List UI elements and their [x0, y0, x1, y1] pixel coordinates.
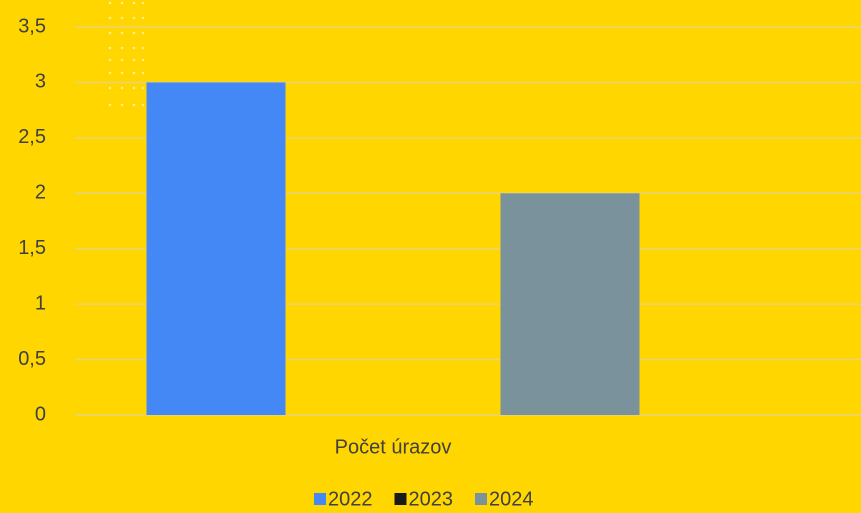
y-tick-label: 0,5	[18, 348, 46, 370]
legend-swatch	[475, 493, 487, 505]
y-tick-label: 1,5	[18, 237, 46, 259]
y-tick-label: 2	[35, 182, 46, 204]
y-tick-label: 1	[35, 292, 46, 314]
y-tick-label: 2,5	[18, 126, 46, 148]
legend-swatch	[314, 493, 326, 505]
bar	[500, 193, 640, 415]
x-tick-label: Počet úrazov	[335, 436, 452, 458]
decoration-dots	[108, 1, 145, 107]
legend-label: 2024	[489, 488, 534, 510]
y-tick-label: 3	[35, 71, 46, 93]
bar	[146, 82, 286, 415]
y-tick-label: 3,5	[18, 15, 46, 37]
legend-swatch	[394, 493, 407, 505]
y-tick-label: 0	[35, 403, 46, 425]
legend-label: 2022	[328, 488, 373, 510]
legend-label: 2023	[409, 488, 454, 510]
